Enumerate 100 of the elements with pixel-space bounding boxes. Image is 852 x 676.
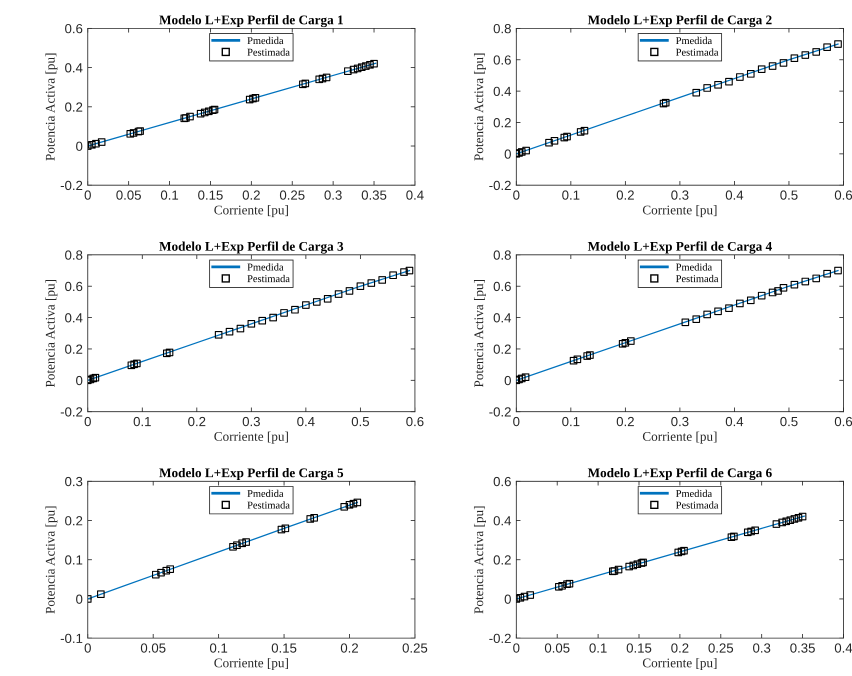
legend-label: Pestimada — [676, 274, 718, 282]
y-tick-label: 0.2 — [494, 344, 511, 354]
x-tick-label: 0.2 — [616, 416, 634, 426]
x-tick-label: 0.25 — [402, 643, 428, 653]
x-tick-label: 0.6 — [834, 190, 852, 200]
x-tick-label: 0.4 — [726, 190, 744, 200]
y-tick-label: 0.2 — [65, 102, 82, 112]
x-tick-label: 0 — [84, 416, 91, 426]
x-tick-label: 0.3 — [753, 643, 770, 653]
y-tick-label: 0 — [504, 594, 511, 604]
x-tick-label: 0.05 — [140, 643, 166, 653]
x-tick-label: 0.3 — [324, 190, 342, 200]
y-tick-label: 0.2 — [494, 555, 511, 565]
legend-label: Pestimada — [676, 501, 718, 509]
x-tick-label: 0.5 — [780, 190, 798, 200]
y-tick-label: -0.2 — [60, 407, 82, 417]
y-tick-label: 0 — [504, 149, 511, 159]
y-tick-label: 0.4 — [494, 313, 512, 322]
x-tick-label: 0.1 — [134, 416, 151, 426]
x-tick-label: 0.4 — [406, 190, 424, 200]
legend-label: Pmedida — [676, 490, 712, 498]
x-tick-label: 0.3 — [242, 416, 260, 426]
x-tick-label: 0.05 — [116, 190, 141, 200]
legend-label: Pestimada — [247, 501, 290, 509]
x-tick-label: 0.2 — [242, 190, 260, 200]
x-tick-label: 0.15 — [626, 643, 652, 653]
y-axis-title: Potencia Activa [pu] — [474, 506, 486, 614]
x-tick-label: 0.5 — [780, 416, 798, 426]
x-tick-label: 0.35 — [790, 643, 815, 653]
x-tick-label: 0.6 — [834, 416, 852, 426]
x-tick-label: 0.35 — [362, 190, 386, 200]
chart-title: Modelo L+Exp Perfil de Carga 1 — [159, 14, 343, 28]
x-tick-label: 0 — [84, 190, 91, 200]
x-tick-label: 0.2 — [671, 643, 688, 653]
x-tick-label: 0 — [513, 643, 520, 653]
y-tick-label: -0.2 — [489, 180, 511, 190]
legend-label: Pmedida — [676, 36, 712, 44]
x-tick-label: 0.4 — [297, 416, 315, 426]
y-axis-title: Potencia Activa [pu] — [45, 54, 58, 161]
y-tick-label: 0.6 — [65, 282, 82, 292]
legend-label: Pestimada — [247, 48, 290, 56]
x-tick-label: 0.1 — [210, 643, 228, 653]
legend-label: Pmedida — [247, 490, 284, 498]
x-tick-label: 0.4 — [834, 643, 852, 653]
y-tick-label: -0.1 — [60, 634, 82, 644]
x-tick-label: 0.15 — [198, 190, 223, 200]
y-tick-label: 0.4 — [65, 63, 83, 73]
x-axis-title: Corriente [pu] — [642, 658, 716, 670]
legend-label: Pestimada — [247, 274, 290, 282]
y-tick-label: 0.6 — [494, 476, 511, 486]
x-tick-label: 0.3 — [671, 190, 688, 200]
x-tick-label: 0.25 — [280, 190, 305, 200]
y-tick-label: 0.6 — [494, 282, 511, 292]
y-axis-title: Potencia Activa [pu] — [474, 280, 486, 388]
x-tick-label: 0 — [513, 190, 520, 200]
y-tick-label: -0.2 — [489, 634, 511, 644]
x-axis-title: Corriente [pu] — [642, 205, 716, 218]
x-tick-label: 0.6 — [406, 416, 424, 426]
y-tick-label: 0 — [76, 142, 82, 151]
y-tick-label: -0.2 — [489, 407, 511, 417]
legend-label: Pmedida — [247, 263, 284, 271]
x-tick-label: 0.1 — [160, 190, 178, 200]
y-tick-label: 0.8 — [494, 250, 511, 260]
y-tick-label: 0.8 — [494, 24, 511, 34]
y-tick-label: 0.1 — [65, 555, 82, 565]
x-tick-label: 0.1 — [562, 416, 580, 426]
x-tick-label: 0.1 — [589, 643, 607, 653]
x-axis-title: Corriente [pu] — [214, 658, 288, 670]
legend-label: Pmedida — [247, 36, 284, 44]
y-tick-label: 0 — [76, 594, 82, 604]
y-tick-label: 0.2 — [65, 516, 82, 526]
x-tick-label: 0.2 — [340, 643, 358, 653]
y-axis-title: Potencia Activa [pu] — [45, 506, 58, 614]
y-tick-label: -0.2 — [60, 180, 82, 190]
y-tick-label: 0.6 — [65, 24, 82, 34]
y-axis-title: Potencia Activa [pu] — [474, 54, 486, 161]
legend-label: Pestimada — [676, 48, 718, 56]
y-axis-title: Potencia Activa [pu] — [45, 280, 58, 388]
x-tick-label: 0.25 — [708, 643, 734, 653]
x-tick-label: 0.5 — [352, 416, 370, 426]
y-tick-label: 0.2 — [65, 344, 82, 354]
y-tick-label: 0.2 — [494, 118, 511, 128]
x-tick-label: 0 — [513, 416, 520, 426]
x-tick-label: 0.2 — [616, 190, 634, 200]
x-tick-label: 0.1 — [562, 190, 580, 200]
x-tick-label: 0 — [84, 643, 91, 653]
x-tick-label: 0.05 — [544, 643, 570, 653]
legend-label: Pmedida — [676, 263, 712, 271]
x-axis-title: Corriente [pu] — [214, 432, 288, 444]
chart-title: Modelo L+Exp Perfil de Carga 2 — [588, 14, 772, 28]
x-tick-label: 0.4 — [726, 416, 744, 426]
y-tick-label: 0.3 — [65, 476, 82, 486]
y-tick-label: 0.4 — [494, 86, 512, 96]
chart-title: Modelo L+Exp Perfil de Carga 4 — [588, 241, 772, 254]
y-tick-label: 0.4 — [65, 313, 83, 322]
x-axis-title: Corriente [pu] — [642, 432, 716, 444]
y-tick-label: 0.6 — [494, 55, 511, 65]
y-tick-label: 0 — [504, 376, 511, 386]
chart-title: Modelo L+Exp Perfil de Carga 6 — [588, 468, 772, 480]
x-axis-title: Corriente [pu] — [214, 205, 288, 218]
